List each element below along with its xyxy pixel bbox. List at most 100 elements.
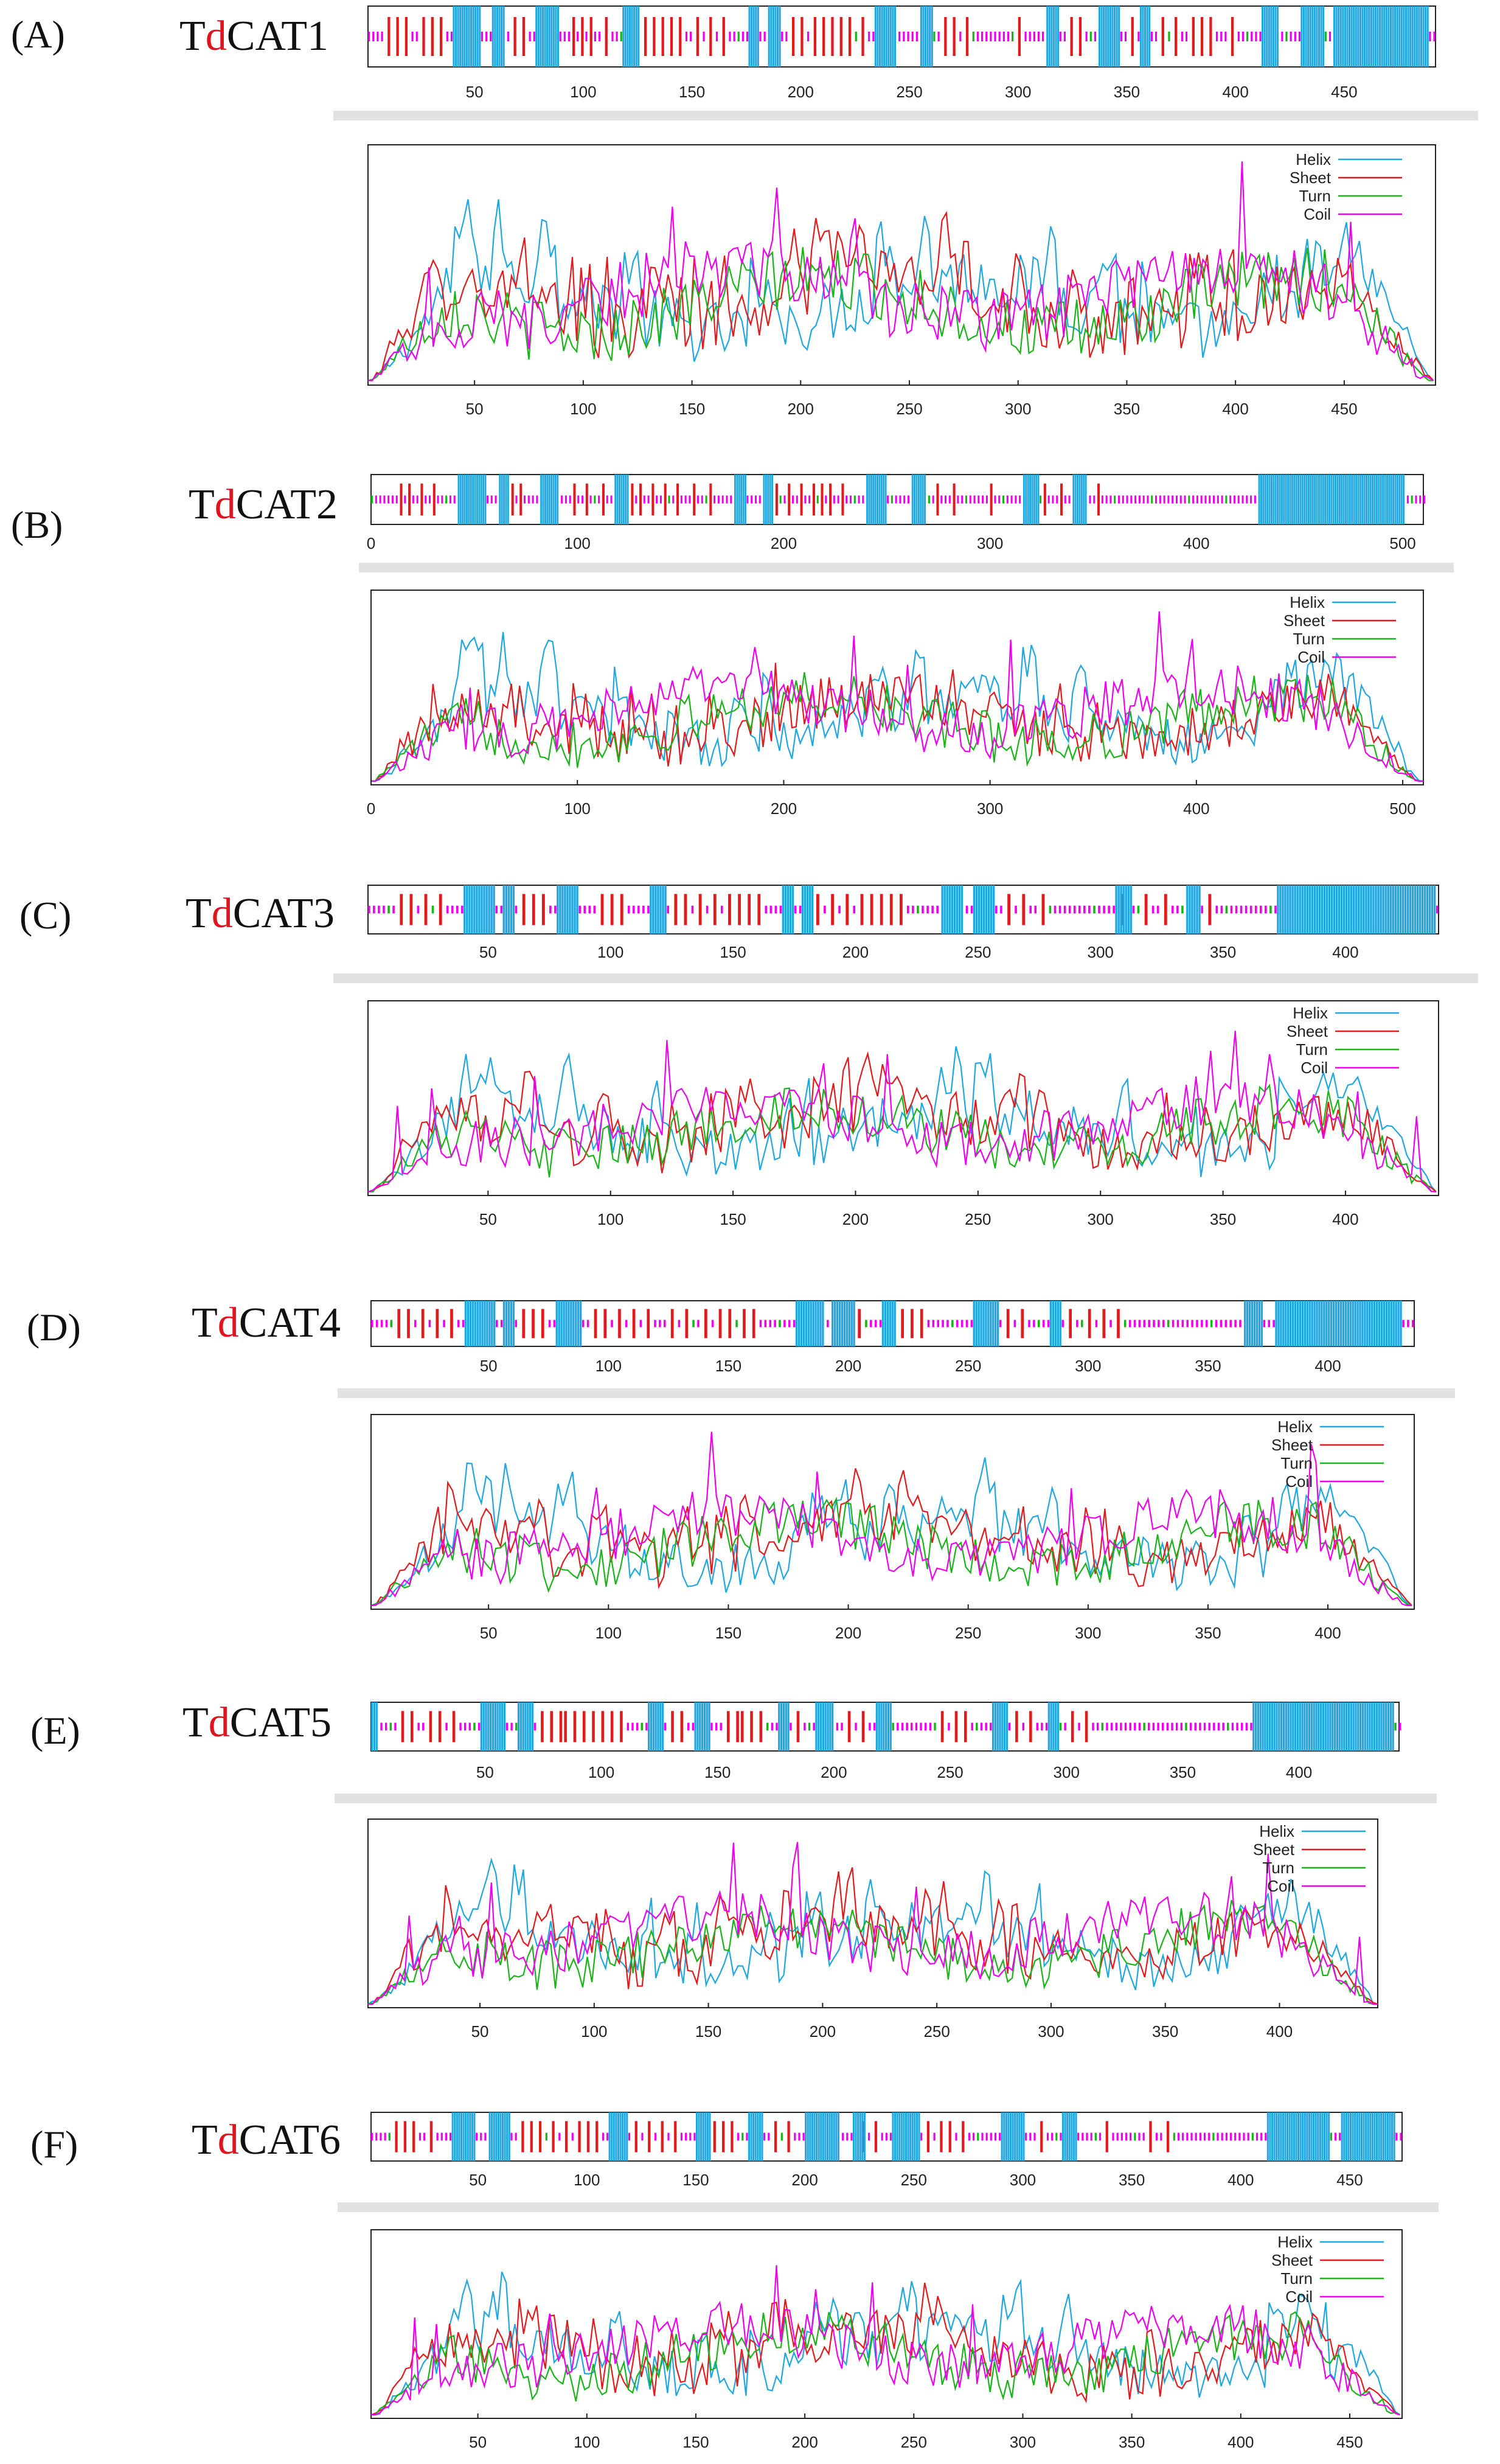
helix-mark: [1020, 2112, 1023, 2161]
coil-mark: [1240, 905, 1243, 914]
helix-mark: [505, 885, 507, 934]
turn-mark: [1173, 2132, 1175, 2141]
helix-mark: [1271, 2112, 1274, 2161]
helix-mark: [1366, 1301, 1369, 1346]
coil-mark: [1033, 1320, 1035, 1328]
helix-mark: [466, 475, 468, 524]
helix-mark: [1403, 475, 1405, 524]
sheet-mark: [713, 894, 717, 925]
coil-mark: [1176, 905, 1179, 914]
sheet-mark: [452, 1711, 456, 1742]
sheet-line: [367, 1051, 1437, 1192]
helix-mark: [776, 6, 779, 67]
coil-mark: [571, 2132, 574, 2141]
coil-mark: [1186, 1320, 1189, 1328]
coil-mark: [564, 495, 567, 504]
coil-mark: [1155, 495, 1158, 504]
coil-mark: [446, 905, 449, 914]
helix-mark: [1371, 1301, 1373, 1346]
helix-mark: [1336, 475, 1339, 524]
track-tick-label: 400: [1332, 943, 1358, 961]
helix-mark: [1342, 6, 1344, 67]
helix-mark: [1322, 1702, 1325, 1751]
coil-mark: [1200, 495, 1203, 504]
helix-mark: [1387, 6, 1390, 67]
helix-mark: [926, 6, 929, 67]
sheet-line: [370, 2282, 1400, 2416]
sheet-mark: [610, 894, 614, 925]
helix-mark: [1420, 6, 1423, 67]
turn-mark: [1225, 905, 1228, 914]
helix-mark: [488, 1301, 491, 1346]
sheet-mark: [1192, 17, 1195, 56]
helix-mark: [504, 2112, 506, 2161]
sheet-mark: [791, 17, 795, 56]
sheet-mark: [788, 483, 791, 516]
coil-mark: [794, 2132, 796, 2141]
coil-mark: [1217, 495, 1219, 504]
coil-mark: [1195, 2132, 1197, 2141]
coil-mark: [969, 495, 971, 504]
helix-mark: [841, 1301, 844, 1346]
helix-mark: [1306, 1301, 1308, 1346]
helix-mark: [985, 1301, 987, 1346]
helix-mark: [1385, 6, 1387, 67]
helix-mark: [624, 6, 627, 67]
sheet-mark: [953, 483, 956, 516]
helix-mark: [1293, 2112, 1295, 2161]
helix-mark: [486, 1301, 488, 1346]
sheet-mark: [602, 483, 605, 516]
track-tick-label: 200: [791, 2171, 818, 2189]
helix-mark: [655, 885, 657, 934]
helix-mark: [1103, 6, 1105, 67]
coil-mark: [999, 1320, 1002, 1328]
helix-mark: [1282, 2112, 1284, 2161]
helix-mark: [1109, 6, 1111, 67]
sheet-mark: [647, 1309, 650, 1338]
coil-mark: [1217, 1722, 1220, 1731]
helix-mark: [843, 1301, 846, 1346]
helix-mark: [625, 475, 627, 524]
helix-mark: [637, 6, 640, 67]
helix-mark: [1406, 885, 1409, 934]
helix-mark: [1294, 1702, 1297, 1751]
helix-mark: [1325, 885, 1328, 934]
coil-mark: [781, 32, 783, 41]
coil-mark: [1179, 495, 1182, 504]
helix-mark: [1296, 1301, 1299, 1346]
turn-mark: [1269, 905, 1272, 914]
helix-mark: [619, 475, 620, 524]
helix-mark: [1316, 475, 1318, 524]
coil-mark: [548, 1320, 551, 1328]
track-tick-label: 450: [1336, 2171, 1363, 2189]
helix-mark: [1389, 2112, 1391, 2161]
helix-mark: [782, 885, 785, 934]
helix-mark: [1313, 885, 1316, 934]
helix-mark: [1366, 1702, 1369, 1751]
helix-mark: [833, 1301, 836, 1346]
coil-mark: [1147, 495, 1149, 504]
helix-mark: [1404, 885, 1407, 934]
helix-mark: [1308, 2112, 1310, 2161]
coil-mark: [1185, 32, 1188, 41]
sheet-mark: [618, 1309, 621, 1338]
sheet-mark: [775, 483, 778, 516]
helix-mark: [574, 885, 576, 934]
sheet-mark: [661, 2121, 664, 2153]
coil-mark: [927, 1320, 930, 1328]
helix-mark: [1258, 1301, 1261, 1346]
sheet-mark: [990, 483, 993, 516]
helix-mark: [1302, 6, 1305, 67]
coil-mark: [1109, 1320, 1112, 1328]
helix-mark: [911, 475, 914, 524]
coil-mark: [933, 2132, 936, 2141]
track-tick-label: 150: [704, 1763, 731, 1781]
helix-mark: [1318, 885, 1321, 934]
helix-mark: [797, 1301, 800, 1346]
coil-mark: [788, 1320, 791, 1328]
turn-mark: [1059, 1722, 1062, 1731]
coil-mark: [999, 2132, 1001, 2141]
helix-mark: [482, 1702, 485, 1751]
helix-mark: [1373, 2112, 1376, 2161]
helix-mark: [1384, 2112, 1387, 2161]
